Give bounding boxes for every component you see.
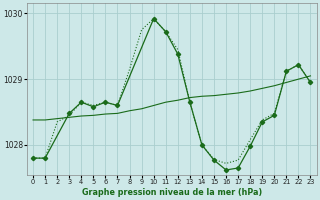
X-axis label: Graphe pression niveau de la mer (hPa): Graphe pression niveau de la mer (hPa) [82, 188, 262, 197]
